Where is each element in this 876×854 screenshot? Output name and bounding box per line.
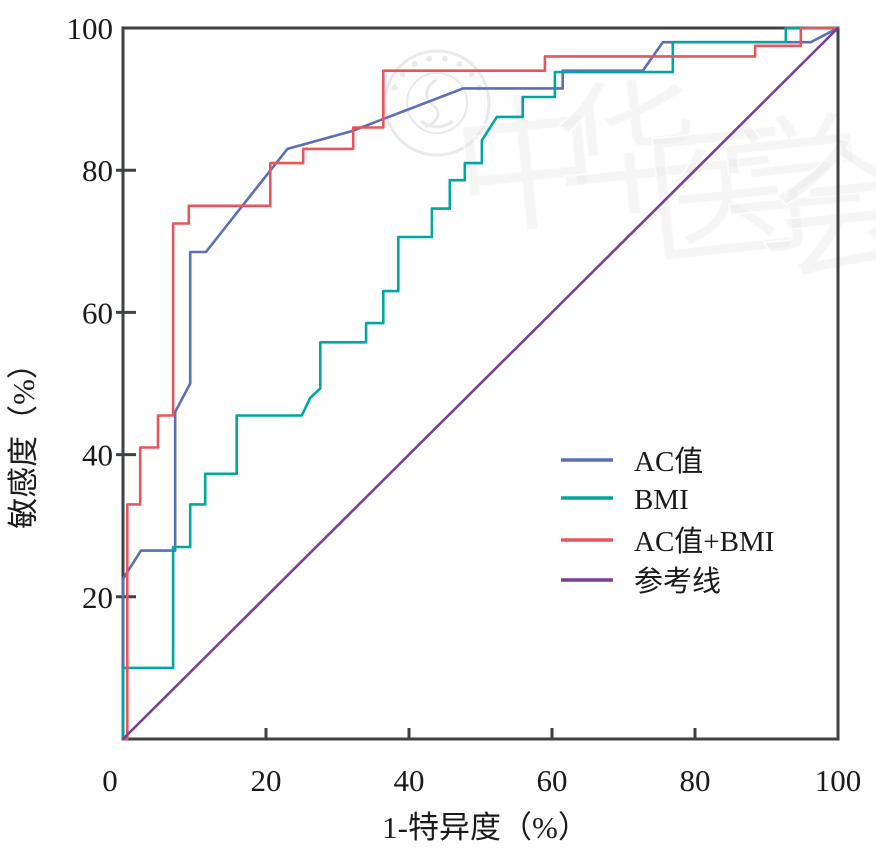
- y-tick-label: 80: [82, 153, 113, 188]
- series-line-0: [121, 26, 840, 741]
- watermark-seal-ring-mark: [391, 84, 398, 91]
- series-line-2: [121, 26, 840, 741]
- x-tick-label: 0: [102, 763, 118, 798]
- x-tick-label: 40: [394, 763, 425, 798]
- x-tick-label: 80: [680, 763, 711, 798]
- watermark-seal-emblem: [420, 77, 454, 129]
- y-tick-label: 60: [82, 295, 113, 330]
- y-tick-label: 100: [67, 11, 114, 46]
- x-tick-label: 100: [815, 763, 862, 798]
- watermark-seal-ring-mark: [411, 61, 418, 68]
- watermark-character: 学: [711, 100, 875, 279]
- watermark-character: 医: [637, 110, 801, 289]
- y-tick-label: 40: [82, 438, 113, 473]
- watermark-seal-inner-circle: [406, 72, 468, 134]
- x-tick-label: 60: [537, 763, 568, 798]
- y-axis-title: 敏感度（%）: [6, 348, 41, 529]
- watermark-seal-ring-mark: [456, 61, 463, 68]
- watermark-seal-ring-mark: [399, 71, 406, 78]
- watermark-seal-ring-mark: [468, 71, 475, 78]
- watermark-seal-ring-mark: [426, 55, 433, 62]
- legend-label-1: BMI: [634, 484, 689, 516]
- series-line-3: [121, 26, 840, 741]
- x-tick-label: 20: [251, 763, 282, 798]
- watermark-character: 中: [445, 80, 609, 259]
- watermark-seal-outer-circle: [383, 49, 491, 157]
- legend-label-2: AC值+BMI: [634, 525, 774, 558]
- legend-label-0: AC值: [634, 445, 703, 478]
- watermark-character: 华: [547, 64, 711, 243]
- plot-border: [121, 26, 840, 741]
- watermark-seal-ring-mark: [441, 55, 448, 62]
- y-tick-label: 20: [82, 580, 113, 615]
- x-axis-title: 1-特异度（%）: [382, 810, 589, 845]
- watermark-character: 会: [765, 124, 876, 303]
- series-line-1: [121, 26, 840, 741]
- legend-label-3: 参考线: [634, 565, 721, 598]
